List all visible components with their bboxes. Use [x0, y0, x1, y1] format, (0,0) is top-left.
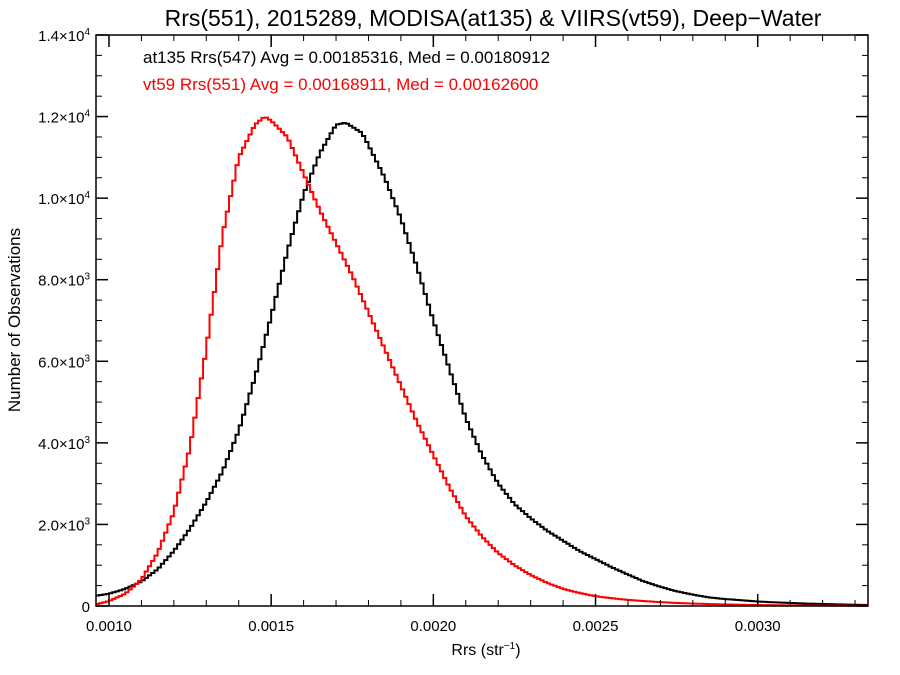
- y-tick-label: 1.2×104: [38, 109, 90, 127]
- legend-entry-1: at135 Rrs(547) Avg = 0.00185316, Med = 0…: [143, 48, 550, 67]
- y-tick-label: 4.0×103: [38, 435, 90, 453]
- y-tick-label: 2.0×103: [38, 516, 90, 534]
- chart-title: Rrs(551), 2015289, MODISA(at135) & VIIRS…: [165, 5, 822, 31]
- series-line-2: [96, 116, 868, 607]
- x-tick-label: 0.0030: [735, 618, 781, 635]
- y-tick-label: 1.0×104: [38, 190, 90, 208]
- x-tick-label: 0.0025: [573, 618, 619, 635]
- x-tick-label: 0.0015: [248, 618, 294, 635]
- x-axis-label: Rrs (str−1): [451, 641, 520, 659]
- x-tick-label: 0.0020: [410, 618, 456, 635]
- y-tick-label: 8.0×103: [38, 272, 90, 290]
- x-tick-label: 0.0010: [86, 618, 132, 635]
- legend-entry-2: vt59 Rrs(551) Avg = 0.00168911, Med = 0.…: [143, 75, 538, 94]
- y-axis-label: Number of Observations: [5, 228, 24, 412]
- series-line-1: [96, 122, 868, 606]
- y-tick-label: 6.0×103: [38, 353, 90, 371]
- y-tick-label: 1.4×104: [38, 27, 90, 45]
- plot-frame: [95, 34, 869, 607]
- y-tick-label: 0: [82, 599, 90, 616]
